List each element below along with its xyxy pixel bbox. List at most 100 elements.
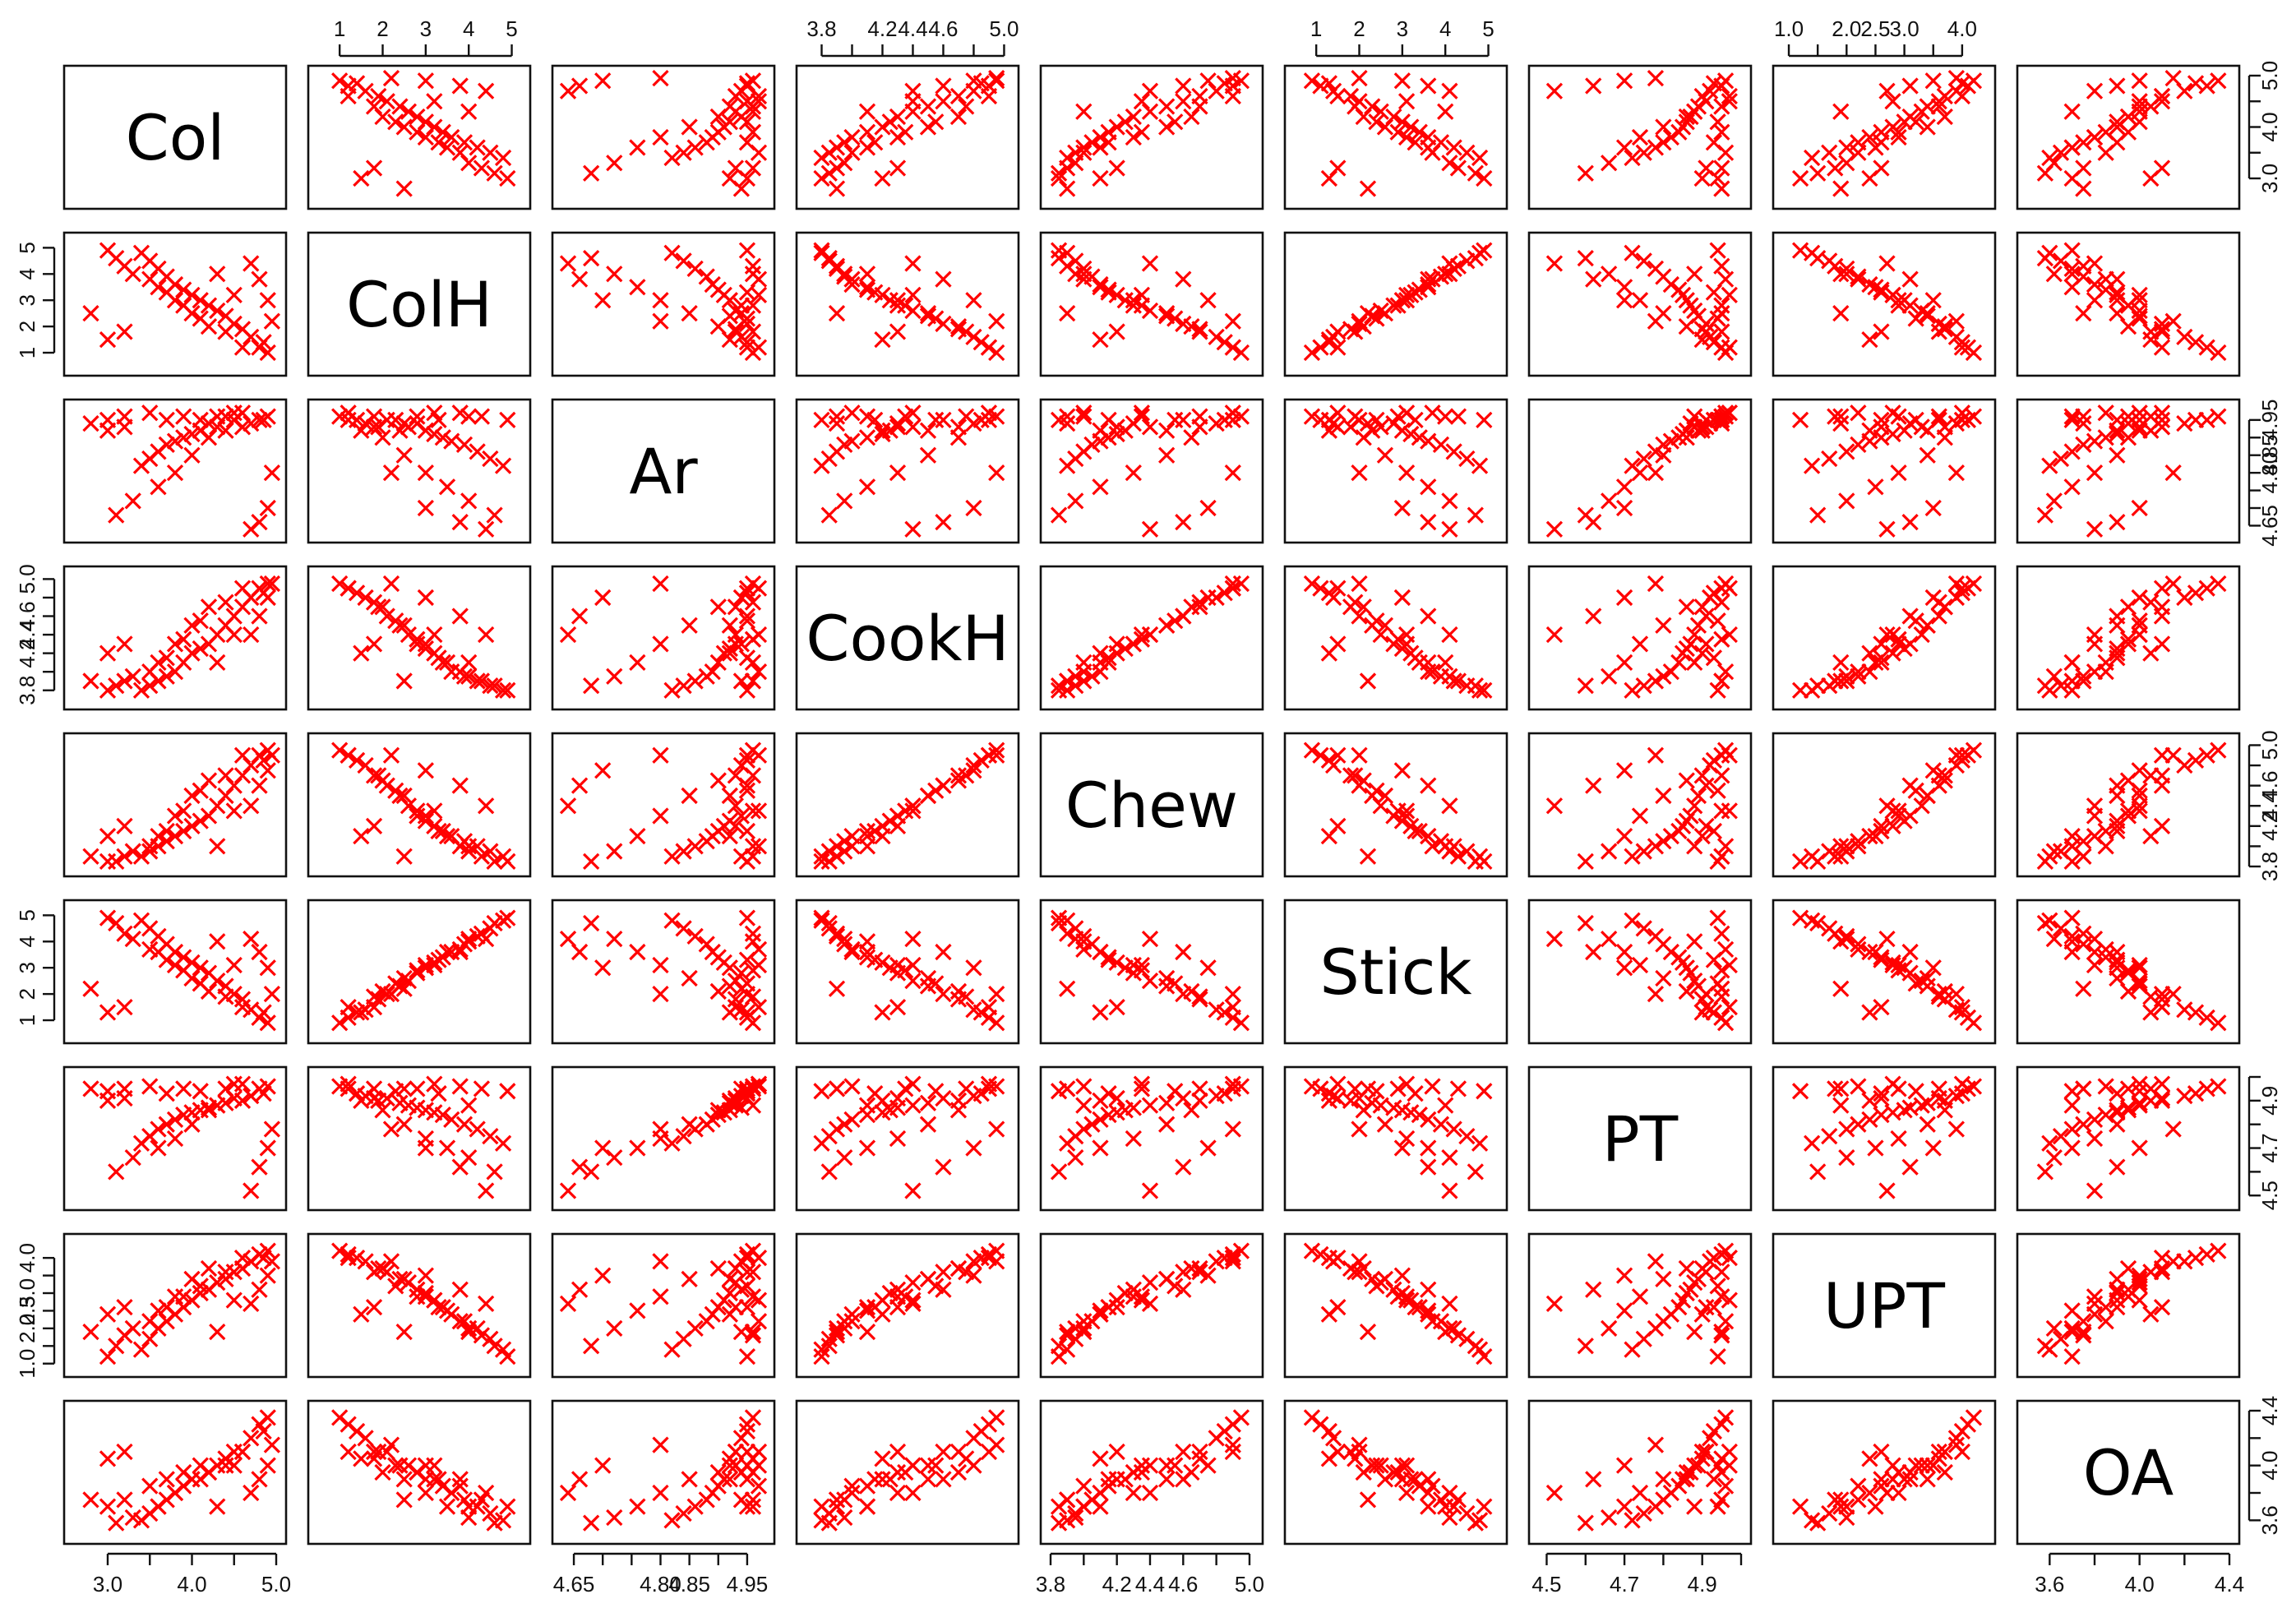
panel-Chew-vs-PT <box>1527 732 1753 878</box>
data-point <box>709 982 727 1000</box>
panel-frame <box>1772 899 1997 1045</box>
data-point <box>1953 1004 1971 1021</box>
data-point <box>469 672 486 690</box>
data-point <box>1125 464 1142 482</box>
data-point <box>935 1471 952 1488</box>
data-point <box>1713 594 1730 611</box>
data-point <box>889 1443 907 1461</box>
panel-Col-vs-ColH <box>307 64 532 210</box>
data-point <box>704 943 721 961</box>
data-point <box>477 797 495 815</box>
data-point <box>1420 608 1437 625</box>
data-point <box>1709 113 1726 131</box>
data-point <box>353 169 370 187</box>
data-point <box>1359 848 1377 865</box>
data-point <box>482 450 499 468</box>
data-point <box>1919 446 1936 464</box>
data-point <box>1116 113 1134 131</box>
data-point <box>99 909 117 926</box>
data-point <box>357 1253 374 1270</box>
data-point <box>132 457 150 474</box>
data-point <box>387 612 404 630</box>
data-point <box>1936 1463 1953 1481</box>
data-point <box>1821 144 1838 161</box>
data-point <box>209 266 226 283</box>
data-point <box>1411 822 1428 840</box>
panel-PT-vs-CookH <box>795 1065 1020 1212</box>
data-point <box>1059 1491 1076 1509</box>
data-point <box>1329 418 1347 436</box>
data-point <box>1930 323 1947 340</box>
data-point <box>116 925 133 942</box>
data-point <box>1716 1477 1735 1495</box>
data-point <box>1901 514 1919 531</box>
data-point <box>935 1264 952 1281</box>
data-point <box>1686 973 1703 990</box>
panel-OA-vs-Stick <box>1283 1399 1508 1546</box>
data-point <box>1804 149 1821 167</box>
data-point <box>594 762 612 779</box>
data-point <box>2142 1004 2160 1021</box>
data-point <box>243 1430 260 1447</box>
data-point <box>1329 1299 1347 1316</box>
panel-Stick-vs-Col <box>62 899 288 1045</box>
data-point <box>1901 77 1919 95</box>
data-point <box>1821 1504 1838 1523</box>
data-point <box>1100 1471 1117 1488</box>
data-point <box>1175 1264 1192 1281</box>
y-axis-CookH: 3.84.24.44.65.0 <box>15 564 56 705</box>
data-point <box>2036 250 2054 267</box>
data-point <box>438 654 456 672</box>
data-point <box>988 742 1005 759</box>
data-point <box>382 575 400 593</box>
data-point <box>1133 123 1151 141</box>
variable-label-UPT: UPT <box>1823 1269 1945 1342</box>
data-point <box>1809 506 1827 524</box>
data-point <box>259 1267 276 1284</box>
data-point <box>158 951 175 968</box>
data-point <box>382 746 400 764</box>
data-point <box>158 1085 175 1102</box>
data-point <box>1424 270 1441 288</box>
data-point <box>1686 103 1703 120</box>
x-axis-PT: 4.5 4.7 4.9 <box>1531 1552 1743 1596</box>
data-point <box>2210 1078 2227 1095</box>
data-point <box>1965 408 1983 425</box>
data-point <box>965 1267 982 1284</box>
data-point <box>2119 1102 2137 1119</box>
data-point <box>1175 93 1192 110</box>
data-point <box>1662 827 1679 845</box>
data-point <box>836 155 853 172</box>
data-point <box>1050 1163 1068 1181</box>
data-point <box>175 429 192 446</box>
data-point <box>889 297 907 314</box>
data-point <box>1183 1102 1200 1119</box>
data-point <box>935 77 952 95</box>
data-point <box>652 1288 669 1305</box>
data-point <box>2063 1348 2081 1365</box>
data-point <box>1713 323 1730 340</box>
data-point <box>738 1004 756 1021</box>
data-point <box>1133 1291 1151 1309</box>
data-point <box>1804 1134 1821 1152</box>
data-point <box>1861 422 1878 439</box>
data-point <box>858 1324 876 1341</box>
data-point <box>409 408 426 425</box>
data-point <box>357 589 374 607</box>
data-point <box>843 1477 861 1495</box>
data-point <box>2041 1134 2058 1152</box>
data-point <box>1092 1498 1109 1515</box>
x-tick-label: 5.0 <box>989 16 1019 41</box>
data-point <box>709 1259 727 1278</box>
data-point <box>348 751 366 769</box>
data-point <box>175 1080 192 1097</box>
panel-UPT-vs-OA <box>2016 1232 2241 1379</box>
data-point <box>1067 1509 1084 1527</box>
data-point <box>1873 1443 1890 1461</box>
data-point <box>1329 87 1347 105</box>
data-point <box>1312 580 1329 597</box>
data-point <box>1050 506 1068 524</box>
data-point <box>1832 408 1850 425</box>
data-point <box>709 108 727 126</box>
